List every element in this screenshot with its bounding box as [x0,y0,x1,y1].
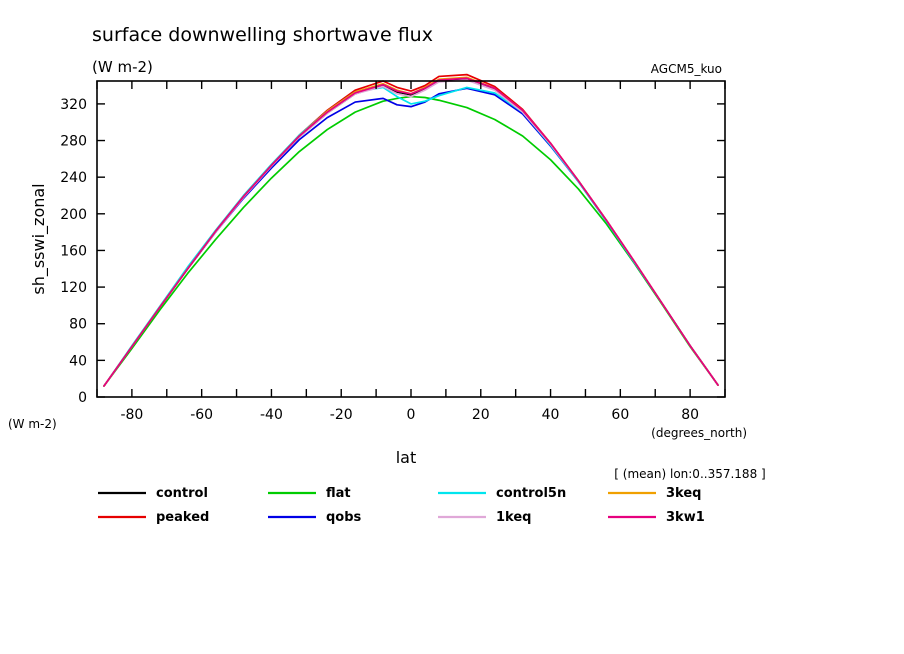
legend-label-3keq: 3keq [666,486,701,501]
series-line-control5n [103,86,719,387]
y-tick-label: 80 [69,317,87,333]
mean-annotation: [ (mean) lon:0..357.188 ] [614,467,765,481]
x-tick-label: 60 [611,407,629,423]
legend-item-3kw1: 3kw1 [608,510,705,525]
series-line-control [103,78,719,387]
legend-label-control: control [156,486,208,501]
chart-title: surface downwelling shortwave flux [92,24,433,46]
model-tag-label: AGCM5_kuo [651,62,722,76]
legend: control peaked flat qobs control5n 1keq 3keq 3k… [98,486,705,525]
legend-label-flat: flat [326,486,351,501]
plot-frame [96,80,726,398]
legend-item-control: control [98,486,208,501]
series-line-qobs [103,87,719,387]
legend-item-control5n: control5n [438,486,566,501]
series-line-3kw1 [103,77,719,387]
chart-units-subtitle: (W m-2) [92,58,153,76]
legend-label-control5n: control5n [496,486,566,501]
y-axis-title: sh_sswi_zonal [29,183,49,294]
y-axis-ticks: 0 40 80 120 160 200 240 280 320 [60,97,725,406]
legend-item-3keq: 3keq [608,486,701,501]
x-tick-label: 40 [542,407,560,423]
x-tick-label: 80 [681,407,699,423]
y-tick-label: 0 [78,390,87,406]
series-line-peaked [103,73,719,387]
x-tick-label: 20 [472,407,490,423]
x-tick-label: -60 [190,407,213,423]
series-line-3keq [103,76,719,387]
legend-label-1keq: 1keq [496,510,531,525]
x-tick-label: -40 [260,407,283,423]
left-units-label: (W m-2) [8,417,57,431]
series-layer [103,73,719,387]
legend-item-flat: flat [268,486,351,501]
y-tick-label: 40 [69,353,87,369]
x-tick-label: 0 [407,407,416,423]
x-axis-ticks: -80 -60 -40 -20 0 20 40 60 80 [96,81,726,423]
legend-item-1keq: 1keq [438,510,531,525]
y-tick-label: 280 [60,134,87,150]
y-tick-label: 120 [60,280,87,296]
x-tick-label: -80 [120,407,143,423]
x-tick-label: -20 [330,407,353,423]
right-units-label: (degrees_north) [651,426,747,440]
y-tick-label: 160 [60,243,87,259]
legend-label-3kw1: 3kw1 [666,510,705,525]
y-tick-label: 200 [60,207,87,223]
legend-item-qobs: qobs [268,510,362,525]
series-line-flat [103,95,719,387]
legend-label-qobs: qobs [326,510,362,525]
legend-label-peaked: peaked [156,510,209,525]
legend-item-peaked: peaked [98,510,209,525]
series-line-1keq [103,79,719,387]
y-tick-label: 320 [60,97,87,113]
y-tick-label: 240 [60,170,87,186]
x-axis-title: lat [396,448,417,467]
